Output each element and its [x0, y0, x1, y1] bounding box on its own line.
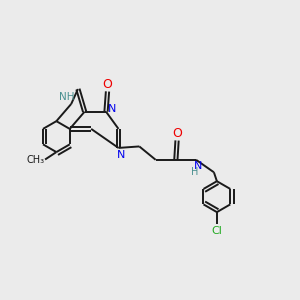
Text: Cl: Cl — [212, 226, 222, 236]
Text: H: H — [191, 167, 198, 177]
Text: O: O — [103, 78, 112, 92]
Text: N: N — [117, 150, 125, 160]
Text: NH: NH — [59, 92, 74, 102]
Text: N: N — [108, 104, 116, 114]
Text: O: O — [172, 128, 182, 140]
Text: N: N — [194, 161, 202, 171]
Text: CH₃: CH₃ — [26, 154, 45, 164]
